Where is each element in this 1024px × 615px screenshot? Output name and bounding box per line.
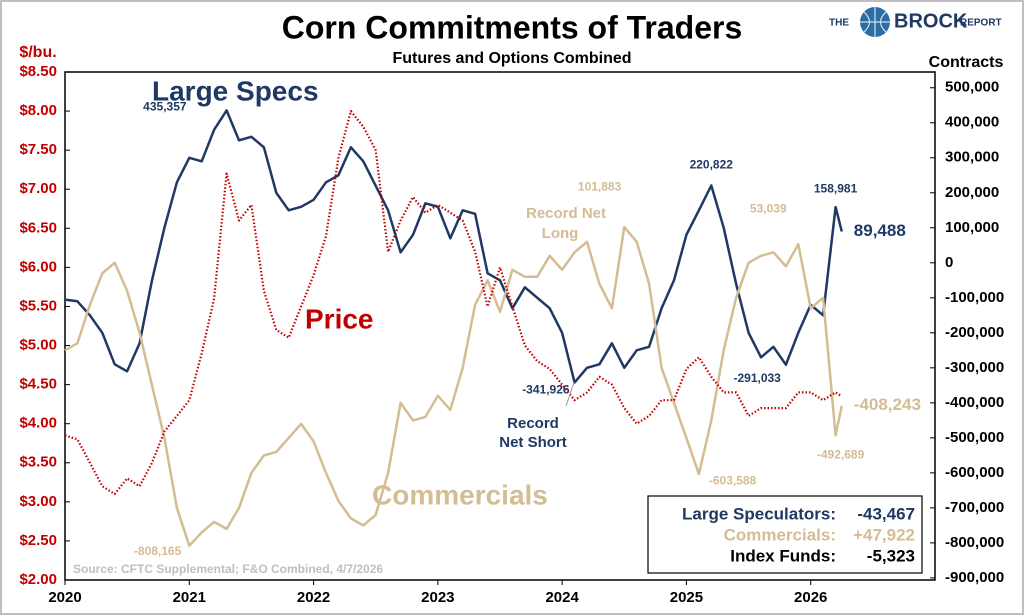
y2-tick-label: -900,000 (945, 569, 1004, 586)
series-name: Large Specs (152, 75, 319, 106)
x-tick-label: 2020 (48, 589, 81, 606)
chart-title: Corn Commitments of Traders (282, 9, 743, 45)
series-name: Price (305, 303, 374, 334)
y2-axis-title: Contracts (929, 54, 1004, 71)
y-tick-label: $5.00 (19, 337, 57, 354)
value-label: -603,588 (709, 473, 757, 487)
x-tick-label: 2022 (297, 589, 330, 606)
y2-tick-label: 500,000 (945, 79, 999, 96)
y-tick-label: $6.00 (19, 258, 57, 275)
value-label: -808,165 (134, 544, 182, 558)
y2-tick-label: 0 (945, 254, 953, 271)
y2-tick-label: -600,000 (945, 464, 1004, 481)
value-label: 101,883 (578, 179, 622, 193)
y2-tick-label: 400,000 (945, 114, 999, 131)
value-label: 158,981 (814, 181, 858, 195)
y2-tick-label: -700,000 (945, 499, 1004, 516)
y-tick-label: $3.50 (19, 454, 57, 471)
change-value: -43,467 (857, 504, 915, 523)
y-tick-label: $7.00 (19, 180, 57, 197)
y-tick-label: $8.00 (19, 102, 57, 119)
y2-tick-label: -300,000 (945, 359, 1004, 376)
source-note: Source: CFTC Supplemental; F&O Combined,… (73, 562, 383, 576)
y2-tick-label: -800,000 (945, 534, 1004, 551)
annotation: Net Short (499, 434, 567, 451)
y2-tick-label: -500,000 (945, 429, 1004, 446)
change-value: +47,922 (853, 525, 915, 544)
x-tick-label: 2024 (545, 589, 579, 606)
y-tick-label: $7.50 (19, 141, 57, 158)
plot: $2.00 $2.50 $3.00 $3.50 $4.00 $4.50 $5.00 $5.50… (19, 63, 1004, 606)
y-tick-label: $6.50 (19, 219, 57, 236)
y-tick-label: $4.50 (19, 376, 57, 393)
value-label: 435,357 (143, 100, 187, 114)
value-label: -492,689 (817, 447, 865, 461)
y-tick-label: $2.00 (19, 571, 57, 588)
change-value: -5,323 (867, 546, 915, 565)
change-label: Large Speculators: (682, 504, 836, 523)
series-name: Commercials (372, 479, 548, 510)
annotation: Record Net (526, 205, 606, 222)
y-axis-title: $/bu. (19, 44, 56, 61)
chart-subtitle: Futures and Options Combined (392, 50, 631, 67)
y2-tick-label: 300,000 (945, 149, 999, 166)
value-label: 220,822 (690, 158, 734, 172)
annotation: Record (507, 415, 559, 432)
value-label: 53,039 (750, 201, 787, 215)
annotation: Long (542, 225, 579, 242)
x-tick-label: 2023 (421, 589, 454, 606)
x-tick-label: 2025 (670, 589, 703, 606)
logo-text: REPORT (960, 18, 1002, 29)
value-label: -291,033 (733, 371, 781, 385)
y-tick-label: $3.00 (19, 493, 57, 510)
value-label: -408,243 (854, 395, 921, 414)
series-line (64, 109, 844, 384)
logo-grid (860, 7, 890, 37)
change-label: Index Funds: (730, 546, 836, 565)
y-tick-label: $4.00 (19, 415, 57, 432)
plot-frame (64, 71, 936, 581)
annotation-leader (565, 382, 575, 407)
x-tick-label: 2026 (794, 589, 827, 606)
y-tick-label: $8.50 (19, 63, 57, 80)
value-label: -341,926 (522, 383, 570, 397)
x-tick-label: 2021 (173, 589, 206, 606)
value-label: 89,488 (854, 221, 906, 240)
y2-tick-label: -200,000 (945, 324, 1004, 341)
change-box (647, 495, 923, 574)
y2-tick-label: -100,000 (945, 289, 1004, 306)
y-tick-label: $5.50 (19, 297, 57, 314)
logo-text: BROCK (894, 10, 968, 32)
y2-tick-label: 200,000 (945, 184, 999, 201)
y2-tick-label: 100,000 (945, 219, 999, 236)
change-label: Commercials: (724, 525, 836, 544)
logo-text: THE (829, 18, 849, 29)
y2-tick-label: -400,000 (945, 394, 1004, 411)
logo: THE BROCK REPORT (829, 7, 1002, 37)
y-tick-label: $2.50 (19, 532, 57, 549)
